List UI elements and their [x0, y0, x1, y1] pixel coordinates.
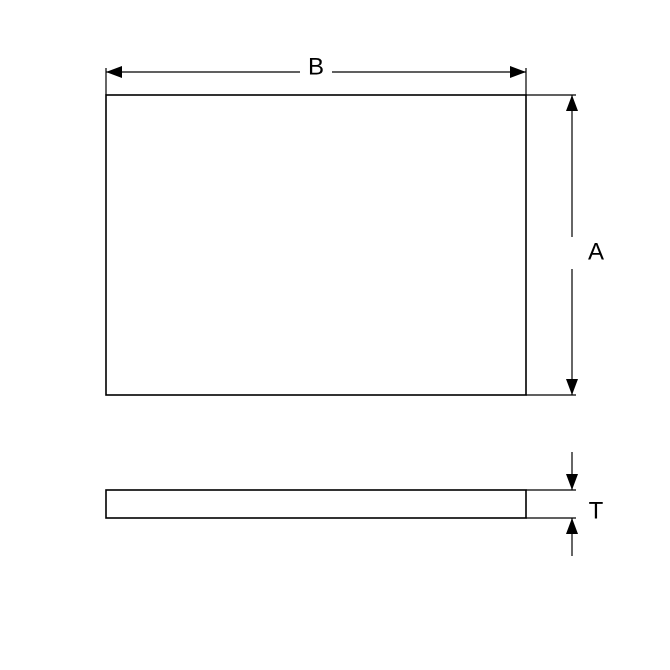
arrowhead: [566, 474, 578, 490]
dim-t-label: T: [589, 497, 604, 524]
arrowhead: [566, 95, 578, 111]
arrowhead: [510, 66, 526, 78]
dim-a-label-bg: [560, 237, 584, 269]
dim-a-label: A: [588, 238, 604, 265]
dim-b-label: B: [308, 53, 324, 80]
plan-view-rect: [106, 95, 526, 395]
side-view-rect: [106, 490, 526, 518]
arrowhead: [106, 66, 122, 78]
arrowhead: [566, 379, 578, 395]
dimension-diagram: B A T: [0, 0, 670, 670]
arrowhead: [566, 518, 578, 534]
